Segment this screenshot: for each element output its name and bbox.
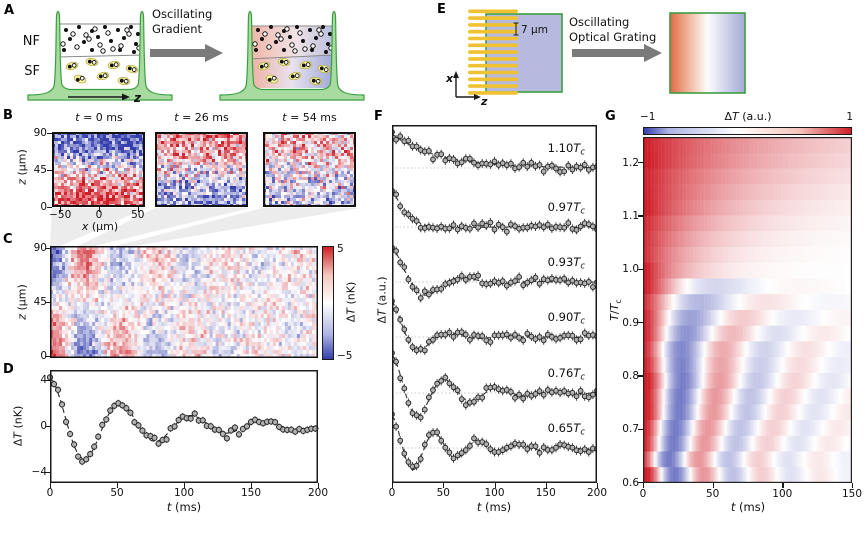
- panel-label-d: D: [3, 362, 14, 377]
- gradient-arrow: [150, 44, 223, 62]
- panel-label-f: F: [374, 109, 383, 124]
- oscillating-optical-label-line2: Optical Grating: [569, 30, 656, 44]
- oscillating-optical-label-line1: Oscillating: [569, 15, 629, 29]
- panel-label-a: A: [4, 3, 15, 18]
- z-axis-label: z: [133, 91, 142, 105]
- panel-e-schematic: 7 μm Oscillating Optical Grating x z: [445, 9, 746, 108]
- panel-d-plot: [46, 370, 319, 483]
- x-axis-label: x: [445, 72, 454, 85]
- grating-spacing-label: 7 μm: [521, 24, 548, 36]
- panel-f-series-label: 0.76Tc: [548, 366, 586, 383]
- panel-label-e: E: [437, 2, 446, 17]
- xz-axes: [455, 77, 475, 98]
- optical-grating-arrow: [572, 44, 662, 62]
- panel-label-c: C: [3, 232, 13, 247]
- nf-label: NF: [23, 34, 40, 49]
- oscillating-gradient-label-line2: Gradient: [152, 22, 203, 36]
- panel-b-heatmap-t54: [263, 132, 356, 207]
- temperature-gradient-box: [669, 12, 746, 94]
- panel-f-series-label: 0.97Tc: [548, 200, 586, 217]
- grating-spacing-marker: [513, 22, 519, 36]
- panel-f-plot: 1.10Tc 0.97Tc 0.93Tc 0.90Tc 0.76Tc 0.65Tc: [392, 125, 597, 483]
- panel-f-series-label: 1.10Tc: [548, 141, 586, 158]
- sf-label: SF: [24, 64, 40, 79]
- panel-a-schematic: NF SF Oscillating Gradient z: [23, 7, 365, 105]
- panel-label-g: G: [605, 109, 616, 124]
- z-axis-arrow: [68, 93, 130, 101]
- z-axis-label-e: z: [480, 95, 488, 108]
- oscillating-gradient-label-line1: Oscillating: [152, 7, 212, 21]
- panel-b-heatmap-t0: [52, 132, 145, 207]
- panel-label-b: B: [3, 108, 13, 123]
- panel-f-series-label: 0.65Tc: [548, 421, 586, 438]
- panel-f-series-label: 0.90Tc: [548, 310, 586, 327]
- panel-c-heatmap: [50, 246, 318, 358]
- panel-g-heatmap: [643, 137, 852, 483]
- panel-g-colorbar: [643, 127, 852, 135]
- panel-b-heatmap-t26: [155, 132, 248, 207]
- panel-c-colorbar: [322, 246, 334, 360]
- panel-f-series-label: 0.93Tc: [548, 255, 586, 272]
